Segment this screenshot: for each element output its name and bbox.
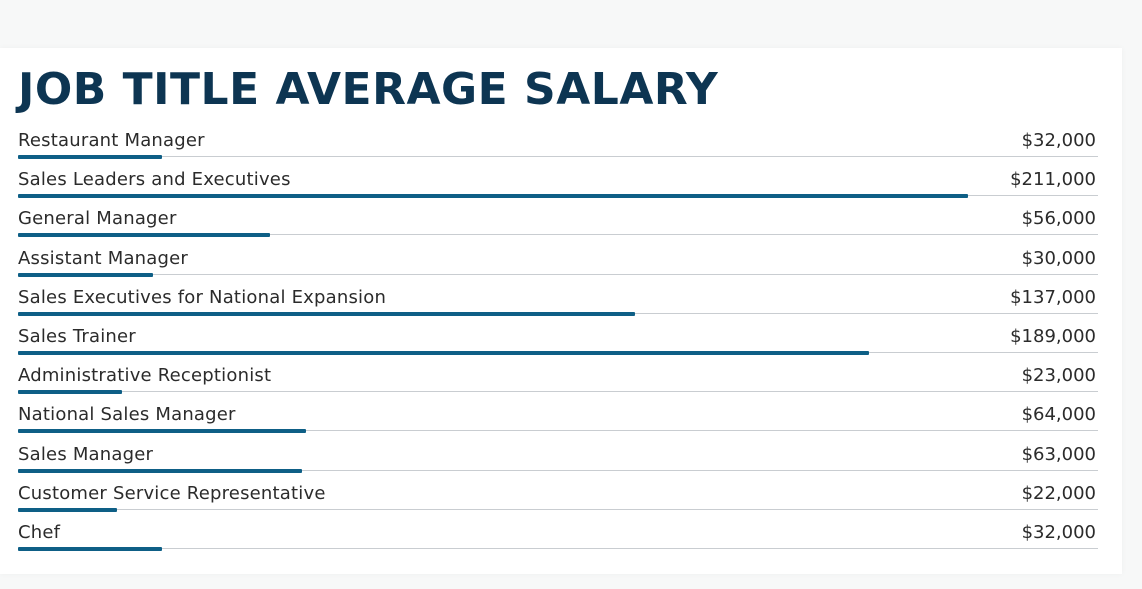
salary-value-label: $56,000 [1021, 208, 1096, 230]
job-title-label: Sales Leaders and Executives [18, 169, 291, 191]
job-title-label: Administrative Receptionist [18, 365, 272, 387]
salary-rows: Restaurant Manager $32,000 Sales Leaders a… [18, 126, 1098, 557]
salary-value-label: $30,000 [1021, 247, 1096, 269]
job-title-label: General Manager [18, 208, 177, 230]
row-divider [18, 234, 1098, 236]
salary-bar [18, 390, 122, 395]
salary-bar [18, 429, 306, 434]
job-title-label: Sales Trainer [18, 325, 136, 347]
salary-row: Chef $32,000 [18, 518, 1098, 557]
row-divider [18, 547, 1098, 549]
salary-row: Sales Trainer $189,000 [18, 322, 1098, 361]
chart-card [0, 48, 1122, 574]
chart-title: JOB TITLE AVERAGE SALARY [18, 64, 719, 115]
salary-bar [18, 350, 869, 355]
row-divider [18, 273, 1098, 275]
job-title-label: Sales Executives for National Expansion [18, 286, 387, 308]
salary-value-label: $64,000 [1021, 404, 1096, 426]
salary-row: General Manager $56,000 [18, 204, 1098, 243]
salary-bar [18, 155, 162, 159]
salary-row: Sales Leaders and Executives $211,000 [18, 165, 1098, 204]
salary-value-label: $189,000 [1010, 325, 1096, 347]
salary-bar [18, 272, 153, 277]
salary-bar [18, 233, 270, 238]
row-divider [18, 156, 1098, 157]
salary-value-label: $22,000 [1021, 482, 1096, 504]
salary-row: Sales Manager $63,000 [18, 440, 1098, 479]
salary-value-label: $32,000 [1021, 130, 1096, 151]
salary-row: Customer Service Representative $22,000 [18, 479, 1098, 518]
job-title-label: Customer Service Representative [18, 482, 326, 504]
job-title-label: Sales Manager [18, 443, 154, 465]
row-divider [18, 508, 1098, 510]
salary-bar [18, 311, 635, 316]
row-divider [18, 391, 1098, 393]
job-title-label: Assistant Manager [18, 247, 189, 269]
salary-row: Sales Executives for National Expansion $… [18, 283, 1098, 322]
salary-row: Administrative Receptionist $23,000 [18, 361, 1098, 400]
salary-bar [18, 194, 968, 199]
job-title-label: Restaurant Manager [18, 130, 205, 151]
row-divider [18, 469, 1098, 471]
job-title-label: Chef [18, 521, 61, 543]
salary-row: National Sales Manager $64,000 [18, 400, 1098, 439]
salary-row: Assistant Manager $30,000 [18, 244, 1098, 283]
row-divider [18, 430, 1098, 432]
salary-bar [18, 507, 117, 512]
salary-value-label: $23,000 [1021, 365, 1096, 387]
salary-value-label: $211,000 [1010, 169, 1096, 191]
salary-bar [18, 468, 302, 473]
job-title-label: National Sales Manager [18, 404, 236, 426]
salary-value-label: $32,000 [1021, 521, 1096, 543]
salary-value-label: $63,000 [1021, 443, 1096, 465]
salary-value-label: $137,000 [1010, 286, 1096, 308]
salary-row: Restaurant Manager $32,000 [18, 126, 1098, 165]
salary-bar [18, 546, 162, 551]
